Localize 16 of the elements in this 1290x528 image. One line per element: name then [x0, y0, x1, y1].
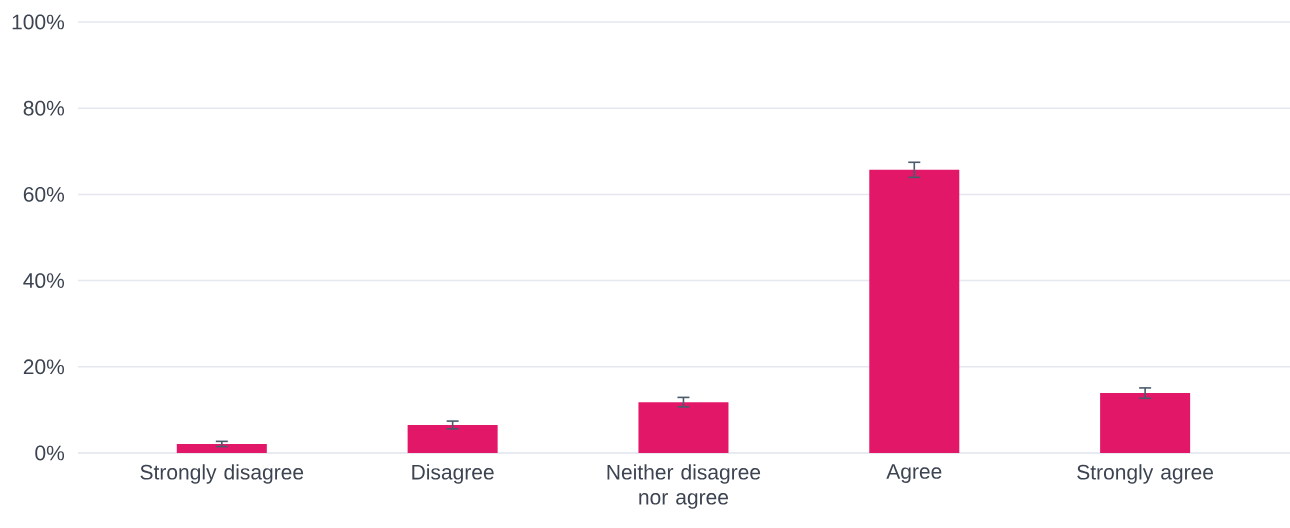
x-tick-label: Disagree: [412, 464, 494, 484]
bar: [638, 402, 729, 453]
y-tick-label: 40%: [23, 273, 65, 289]
bar: [1100, 393, 1191, 453]
x-tick-label: Strongly agree: [1077, 464, 1214, 484]
y-tick-label: 20%: [23, 359, 65, 375]
bar: [176, 443, 267, 453]
x-tick-label: Strongly disagree: [140, 464, 304, 484]
y-tick-label: 60%: [23, 186, 65, 202]
bar: [407, 424, 498, 453]
y-tick-label: 0%: [35, 445, 65, 461]
x-tick-label: Agree: [886, 464, 942, 484]
x-tick-label: Neither disagree nor agree: [607, 464, 761, 509]
bar: [869, 169, 960, 453]
y-tick-label: 80%: [23, 100, 65, 116]
y-tick-label: 100%: [12, 14, 65, 30]
